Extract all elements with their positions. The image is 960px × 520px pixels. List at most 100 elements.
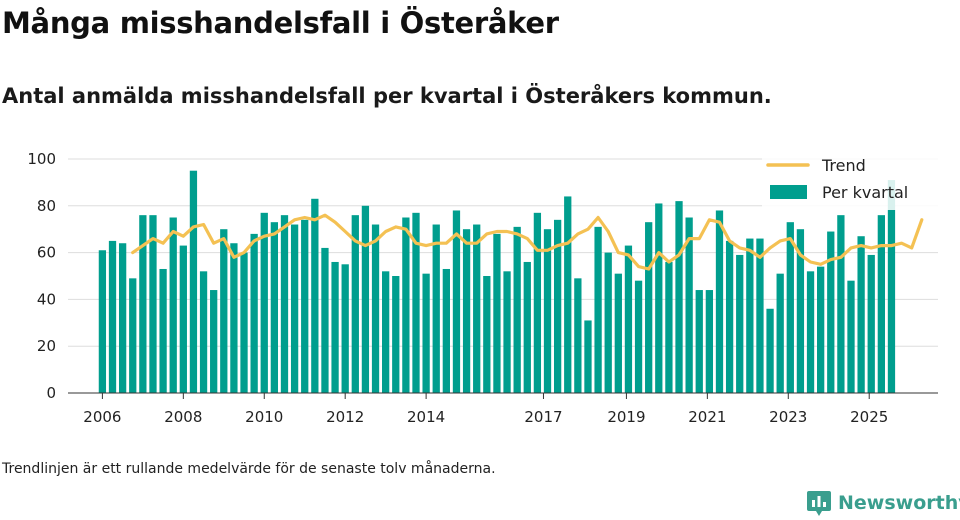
bar: [473, 224, 481, 393]
bar: [827, 231, 835, 393]
bar: [280, 215, 289, 393]
legend-background: [762, 152, 938, 210]
bar: [796, 229, 805, 393]
bar: [462, 229, 471, 393]
bar: [260, 212, 268, 393]
x-tick-label: 2019: [607, 408, 645, 426]
bar: [301, 219, 309, 393]
bar: [695, 290, 703, 393]
legend-bar-swatch: [770, 185, 807, 199]
bar: [766, 308, 774, 393]
bar: [685, 217, 693, 393]
bar: [382, 271, 390, 393]
chart-area: 0 20 40 60 80 100 2006 2008 2010 2012 2014 2017 2019…: [27, 150, 938, 426]
bar: [624, 245, 633, 393]
bar: [270, 222, 279, 393]
bar: [210, 290, 218, 393]
y-tick-label: 40: [37, 290, 56, 308]
bar: [817, 266, 825, 393]
bar: [129, 278, 137, 393]
bar: [543, 229, 552, 393]
bar: [574, 278, 582, 393]
bar: [847, 280, 855, 393]
bar: [705, 290, 714, 393]
bar: [199, 271, 208, 393]
bar: [715, 210, 724, 393]
bar: [442, 268, 450, 393]
bar: [432, 224, 440, 393]
bar: [351, 215, 359, 393]
bar: [553, 219, 562, 393]
bar: [513, 226, 521, 393]
bar: [452, 210, 461, 393]
x-tick-label: 2021: [688, 408, 726, 426]
bar: [867, 254, 875, 393]
bar: [402, 217, 410, 393]
bar: [564, 196, 572, 393]
bar: [220, 229, 228, 393]
y-tick-label: 60: [37, 244, 56, 262]
bar: [159, 268, 167, 393]
bar: [189, 170, 198, 393]
bar: [230, 243, 238, 393]
chart-title: Många misshandelsfall i Österåker: [2, 6, 559, 40]
chart-subtitle: Antal anmälda misshandelsfall per kvarta…: [2, 84, 772, 108]
x-tick-label: 2025: [850, 408, 888, 426]
bar: [736, 254, 744, 393]
bar: [584, 320, 592, 393]
bar: [149, 215, 157, 393]
x-tick-label: 2017: [524, 408, 562, 426]
bar: [806, 271, 815, 393]
bar: [655, 203, 663, 393]
bar: [98, 250, 107, 393]
bar: [614, 273, 622, 393]
legend-bar-label: Per kvartal: [822, 183, 908, 202]
x-tick-label: 2014: [407, 408, 445, 426]
x-tick-label: 2012: [326, 408, 364, 426]
bar: [108, 240, 117, 393]
bar: [776, 273, 784, 393]
legend-trend-label: Trend: [821, 156, 866, 175]
bar: [392, 276, 400, 393]
trend-line: [131, 213, 924, 271]
bar: [746, 238, 754, 393]
y-tick-label: 100: [27, 150, 56, 168]
footnote: Trendlinjen är ett rullande medelvärde f…: [2, 461, 496, 477]
brand-name: Newsworthy: [838, 492, 960, 514]
bar: [422, 273, 430, 393]
brand-logo[interactable]: Newsworthy: [806, 489, 960, 517]
bar: [634, 280, 643, 393]
bar: [837, 215, 845, 393]
x-tick-label: 2023: [769, 408, 807, 426]
bar: [887, 180, 896, 393]
bar: [523, 261, 531, 393]
bar: [412, 212, 420, 393]
bar: [331, 261, 339, 393]
bar: [290, 224, 299, 393]
y-tick-label: 20: [37, 337, 56, 355]
bar: [483, 276, 491, 393]
y-tick-label: 0: [46, 384, 56, 402]
bar: [675, 201, 683, 393]
bar: [250, 233, 258, 393]
bar-chart-logo-icon: [807, 491, 831, 516]
bar: [311, 198, 319, 393]
x-tick-label: 2006: [83, 408, 121, 426]
bar: [786, 222, 794, 393]
bar: [493, 233, 501, 393]
bar: [503, 271, 511, 393]
y-tick-label: 80: [37, 197, 56, 215]
bar: [169, 217, 177, 393]
bar: [139, 215, 147, 393]
bar: [604, 252, 612, 393]
x-tick-label: 2010: [245, 408, 283, 426]
bar: [665, 261, 673, 393]
bar: [371, 224, 380, 393]
x-tick-label: 2008: [164, 408, 202, 426]
bar: [321, 247, 329, 393]
bar: [645, 222, 653, 393]
bar: [857, 236, 865, 393]
bar: [240, 252, 248, 393]
bar: [361, 205, 370, 393]
bar: [756, 238, 764, 393]
